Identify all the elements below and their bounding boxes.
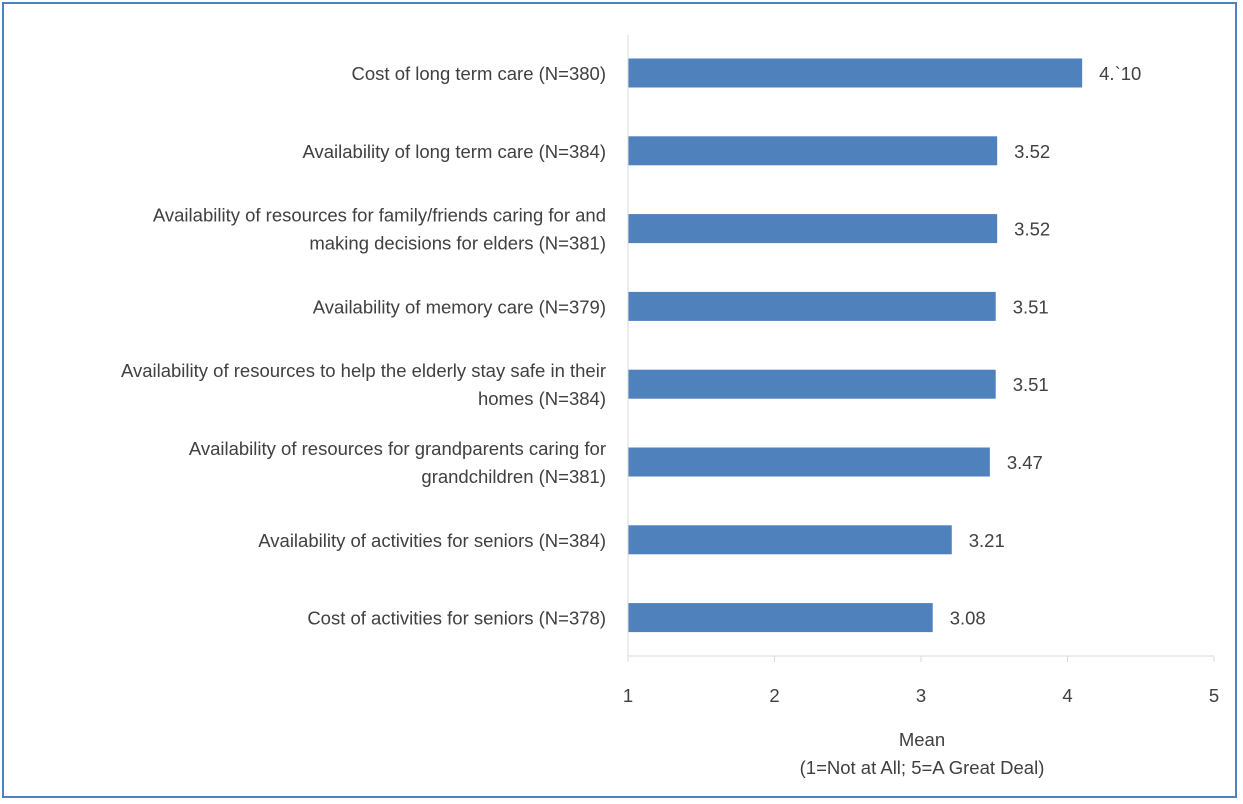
bar bbox=[628, 525, 952, 555]
x-tick-label: 3 bbox=[916, 685, 926, 706]
x-axis: 1 2 3 4 5 bbox=[623, 35, 1219, 706]
category-label: Cost of long term care (N=380) bbox=[352, 63, 606, 84]
x-tick-label: 1 bbox=[623, 685, 633, 706]
data-label: 3.51 bbox=[1013, 374, 1049, 395]
category-labels: Cost of long term care (N=380) Availabili… bbox=[121, 63, 606, 629]
category-label: making decisions for elders (N=381) bbox=[309, 233, 606, 254]
data-label: 3.52 bbox=[1014, 141, 1050, 162]
data-label: 3.08 bbox=[950, 608, 986, 629]
x-tick-label: 4 bbox=[1062, 685, 1072, 706]
x-tick-label: 2 bbox=[769, 685, 779, 706]
bar bbox=[628, 214, 998, 244]
x-tick-label: 5 bbox=[1209, 685, 1219, 706]
bar bbox=[628, 58, 1083, 88]
data-label: 3.51 bbox=[1013, 296, 1049, 317]
category-label: Availability of resources to help the el… bbox=[121, 360, 606, 381]
data-label: 3.21 bbox=[969, 530, 1005, 551]
x-axis-subtitle: (1=Not at All; 5=A Great Deal) bbox=[800, 757, 1045, 778]
data-label: 3.52 bbox=[1014, 219, 1050, 240]
category-label: Availability of activities for seniors (… bbox=[258, 530, 606, 551]
x-axis-title: Mean bbox=[899, 729, 945, 750]
category-label: homes (N=384) bbox=[478, 388, 606, 409]
data-label: 3.47 bbox=[1007, 452, 1043, 473]
bar bbox=[628, 447, 990, 477]
category-label: Availability of resources for grandparen… bbox=[189, 438, 606, 459]
category-label: Availability of long term care (N=384) bbox=[302, 141, 606, 162]
category-label: grandchildren (N=381) bbox=[421, 466, 606, 487]
data-labels: 4.`10 3.52 3.52 3.51 3.51 3.47 3.21 3.08 bbox=[950, 63, 1142, 629]
category-label: Availability of resources for family/fri… bbox=[153, 205, 606, 226]
bar bbox=[628, 136, 998, 166]
bar bbox=[628, 603, 933, 633]
category-label: Cost of activities for seniors (N=378) bbox=[307, 608, 606, 629]
bar bbox=[628, 291, 996, 321]
bar bbox=[628, 369, 996, 399]
bars-layer bbox=[628, 58, 1083, 633]
data-label: 4.`10 bbox=[1099, 63, 1141, 84]
category-label: Availability of memory care (N=379) bbox=[313, 296, 606, 317]
